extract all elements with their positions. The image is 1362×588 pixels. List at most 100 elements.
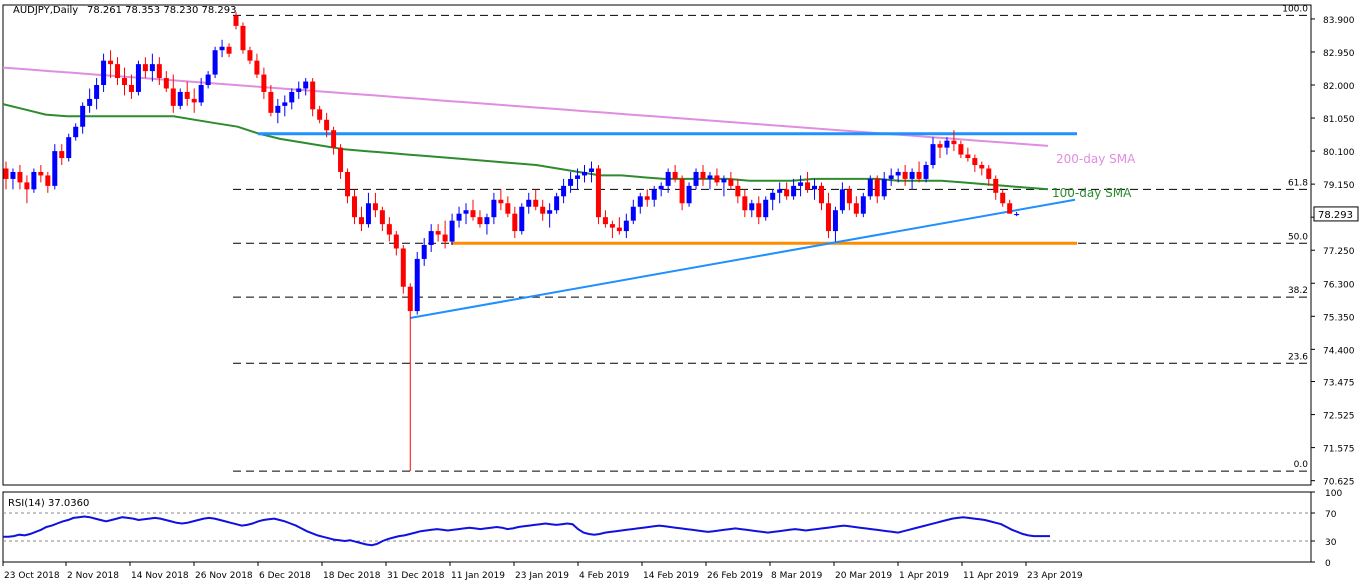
candle-body [679,178,685,204]
candle-body [923,165,929,179]
candle-body [247,50,253,61]
candle-body [888,175,894,179]
candle-body [108,60,114,65]
candle-body [1014,214,1020,216]
date-tick-label: 23 Apr 2019 [1027,571,1083,581]
price-tick-label: 82.950 [1323,49,1355,59]
candle-body [658,185,664,190]
candle-body [993,178,999,193]
candle-body [379,210,385,225]
candle-body [602,217,608,225]
rsi-tick-label: 30 [1325,538,1337,548]
candle-body [735,185,741,197]
candle-body [331,130,337,148]
candle-body [275,105,281,113]
candle-body [170,88,176,106]
candle-body [421,245,427,259]
candle-body [477,217,483,225]
candle-body [930,144,936,165]
fib-label: 38.2 [1288,286,1308,296]
candle-body [94,85,100,99]
candle-body [763,199,769,218]
candle-body [672,171,678,179]
candle-body [442,234,448,242]
candle-body [17,171,23,183]
candle-body [916,171,922,179]
candle-body [135,64,141,92]
date-tick-label: 1 Apr 2019 [899,571,949,581]
date-tick-label: 23 Jan 2019 [515,571,569,581]
candle-body [547,210,553,214]
fibonacci-levels: 100.0 61.8 50.0 38.2 23.6 0.0 [233,4,1311,472]
candle-body [484,217,490,225]
rsi-line [3,515,1050,547]
candle-body [435,231,441,235]
candle-body [156,64,162,79]
candle-body [128,85,134,92]
candle-body [616,227,622,232]
date-tick-label: 11 Apr 2019 [963,571,1019,581]
candle-body [909,171,915,179]
candle-body [533,199,539,207]
candle-body [818,185,824,204]
price-tick-label: 82.000 [1323,82,1355,92]
candle-body [1007,203,1013,214]
candle-body [568,178,574,186]
candle-body [972,158,978,165]
date-tick-label: 23 Oct 2018 [4,571,60,581]
candle-body [31,171,37,190]
candle-body [352,196,357,218]
price-tick-label: 79.150 [1323,181,1355,191]
candle-body [630,206,636,221]
candle-body [791,185,797,197]
date-tick-label: 4 Feb 2019 [579,571,630,581]
candle-body [115,64,121,79]
candle-body [937,144,943,148]
candle-body [784,189,790,197]
candle-body [163,78,169,89]
candle-body [979,165,985,169]
candle-body [3,168,9,179]
candle-body [714,175,720,183]
price-tick-label: 71.575 [1323,445,1355,455]
date-tick-label: 31 Dec 2018 [387,571,445,581]
candle-body [526,199,532,207]
candle-body [240,25,246,51]
date-tick-label: 26 Feb 2019 [707,571,763,581]
candle-body [595,168,601,218]
candle-body [825,203,831,232]
rsi-tick-label: 70 [1325,510,1337,520]
candle-body [10,171,16,179]
date-tick-label: 2 Nov 2018 [67,571,119,581]
candlesticks [3,11,1020,472]
price-tick-label: 80.100 [1323,148,1355,158]
candle-body [965,154,971,159]
candle-body [282,102,288,106]
candle-body [895,171,901,176]
candle-body [728,178,734,186]
rsi-panel [3,512,1311,547]
rsi-panel-border [2,491,1312,563]
candle-body [205,74,211,85]
sma200-label: 200-day SMA [1056,152,1136,166]
candle-body [149,64,155,72]
chart-frame [2,4,1312,563]
candle-body [798,182,804,186]
candle-body [393,234,399,249]
candle-body [665,171,671,186]
candle-body [707,175,713,179]
candle-body [38,171,44,176]
last-price-label: 78.293 [1318,210,1353,221]
candle-body [212,50,218,75]
candle-body [700,171,706,179]
header-ohlc: 78.261 78.353 78.230 78.293 [87,5,237,16]
candle-body [219,46,225,51]
candle-body [881,178,887,197]
date-tick-label: 8 Mar 2019 [771,571,823,581]
candle-body [812,185,818,190]
candle-body [902,171,908,179]
candle-body [575,175,581,179]
sma100-label: 100-day SMA [1052,186,1132,200]
candle-body [693,171,699,186]
